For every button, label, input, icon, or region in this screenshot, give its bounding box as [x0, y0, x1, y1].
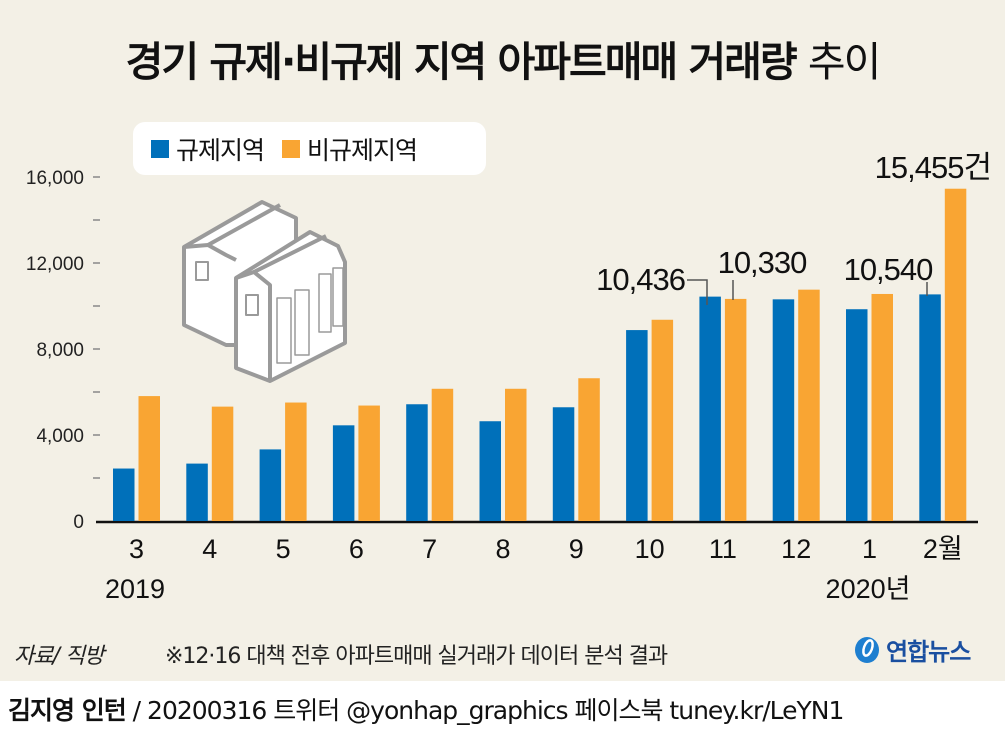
bar-unregulated	[285, 402, 307, 521]
year-label: 2019	[105, 574, 165, 604]
x-tick-label: 7	[422, 534, 437, 564]
data-label: 10,330	[718, 245, 808, 280]
annotation-leader-line	[687, 279, 708, 305]
bar-unregulated	[578, 378, 600, 521]
bar-unregulated	[651, 319, 674, 521]
bar-unregulated	[211, 406, 234, 521]
legend-swatch-regulated	[151, 139, 169, 158]
bar-regulated	[332, 425, 355, 521]
bar-regulated	[772, 299, 795, 521]
bar-regulated	[846, 309, 868, 521]
bar-unregulated	[505, 388, 527, 521]
legend-item-regulated: 규제지역	[151, 131, 265, 167]
data-label: 15,455건	[875, 150, 991, 185]
credit-footer: 김지영 인턴 / 20200316 트위터 @yonhap_graphics 페…	[8, 691, 845, 727]
annotations: 10,436 10,330 10,540 15,455건	[596, 150, 992, 305]
bar-unregulated	[798, 289, 820, 521]
x-tick-label: 6	[349, 534, 364, 564]
bar-regulated	[113, 468, 135, 521]
bar-chart: 0 4,000 8,000 12,000 16,000 3 4 5 6 7 8 9 10 11 12 1 2월 2…	[26, 150, 992, 604]
bar-unregulated	[431, 388, 454, 521]
data-label: 10,540	[844, 252, 934, 287]
legend-label-regulated: 규제지역	[176, 135, 265, 165]
y-tick-label: 16,000	[26, 168, 84, 189]
x-tick-label: 12	[781, 534, 811, 564]
x-tick-label: 9	[569, 534, 584, 564]
x-tick-label: 10	[635, 534, 665, 564]
data-label: 10,436	[596, 262, 685, 297]
x-tick-label: 5	[276, 534, 291, 564]
bar-unregulated	[871, 293, 893, 521]
legend-item-unregulated: 비규제지역	[282, 131, 418, 167]
y-tick-label: 0	[73, 512, 84, 533]
axis-labels: 0 4,000 8,000 12,000 16,000 3 4 5 6 7 8 9 10 11 12 1 2월 2…	[26, 168, 963, 604]
year-label: 2020년	[826, 574, 911, 604]
x-tick-label: 1	[862, 534, 877, 564]
bar-regulated	[699, 296, 721, 521]
legend-swatch-unregulated	[282, 139, 301, 158]
bar-regulated	[552, 407, 575, 521]
yonhap-globe-icon	[855, 636, 879, 663]
x-tick-label: 8	[495, 534, 510, 564]
bar-regulated	[479, 421, 501, 521]
bar-unregulated	[944, 188, 967, 521]
x-tick-label: 11	[709, 534, 737, 564]
y-tick-label: 4,000	[36, 426, 84, 447]
chart-background	[0, 0, 1005, 681]
footnote: ※12·16 대책 전후 아파트매매 실거래가 데이터 분석 결과	[165, 644, 668, 669]
y-tick-label: 12,000	[26, 254, 84, 275]
author: 김지영 인턴	[8, 696, 127, 725]
y-tick-label: 8,000	[36, 340, 84, 361]
bar-unregulated	[138, 396, 160, 521]
title-main: 경기 규제·비규제 지역 아파트매매 거래량	[125, 38, 798, 86]
x-tick-label: 3	[129, 534, 144, 564]
bar-regulated	[259, 449, 282, 521]
bar-regulated	[406, 404, 428, 521]
credit-details: / 20200316 트위터 @yonhap_graphics 페이스북 tun…	[125, 696, 845, 725]
bar-regulated	[626, 330, 648, 521]
x-tick-label: 2월	[923, 534, 963, 564]
apartment-building-icon	[182, 200, 347, 383]
bar-regulated	[186, 463, 208, 521]
bar-regulated	[919, 294, 941, 521]
chart-title: 경기 규제·비규제 지역 아파트매매 거래량 추이	[0, 28, 1005, 88]
bars	[113, 188, 967, 521]
title-suffix: 추이	[807, 38, 881, 86]
logo-text: 연합뉴스	[886, 638, 971, 666]
legend-label-unregulated: 비규제지역	[307, 135, 418, 165]
yonhap-logo: 연합뉴스	[852, 632, 971, 667]
axes	[93, 176, 978, 524]
source-label: 자료/ 직방	[14, 644, 104, 669]
bar-unregulated	[724, 298, 747, 521]
x-tick-label: 4	[202, 534, 217, 564]
legend: 규제지역 비규제지역	[133, 122, 486, 175]
bar-unregulated	[358, 405, 380, 521]
